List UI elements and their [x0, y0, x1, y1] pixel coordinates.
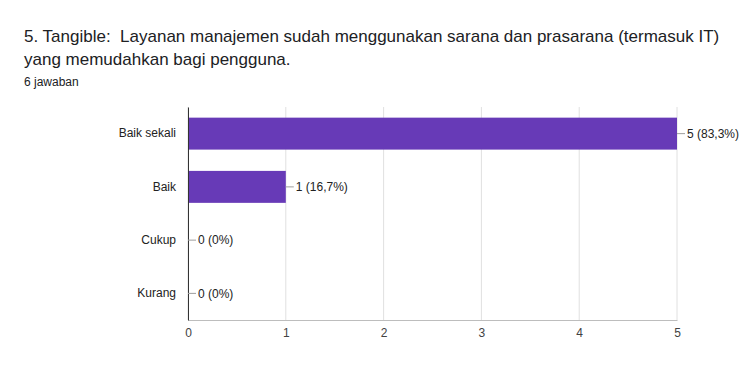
y-tick-label: Baik sekali — [119, 126, 176, 140]
x-tick: 2 — [381, 320, 388, 340]
x-tick: 4 — [576, 320, 583, 340]
grid — [188, 107, 677, 320]
y-tick: Cukup — [141, 233, 188, 247]
bar — [188, 171, 286, 203]
data-label-leader — [286, 186, 294, 187]
grid-line — [188, 107, 189, 320]
y-tick-label: Kurang — [137, 286, 176, 300]
x-tick-label: 5 — [674, 326, 681, 340]
y-tick-label: Baik — [153, 180, 177, 194]
x-tick-label: 4 — [576, 326, 583, 340]
y-tick: Baik sekali — [119, 126, 188, 140]
x-tick: 0 — [185, 320, 192, 340]
data-label-leader — [677, 133, 685, 134]
data-label: 0 (0%) — [198, 233, 233, 247]
y-tick: Kurang — [137, 286, 188, 300]
data-label: 5 (83,3%) — [687, 127, 739, 141]
data-label: 1 (16,7%) — [296, 180, 348, 194]
x-tick-label: 0 — [185, 326, 192, 340]
y-axis: Baik sekali Baik Cukup Kurang — [119, 108, 189, 321]
plot: 0 1 2 3 4 5 Baik sekali Baik Cukup Kurang 5 (83,3%… — [119, 107, 739, 340]
title-line: yang memudahkan bagi pengguna. — [24, 50, 291, 69]
title: 5. Tangible: Layanan manajemen sudah men… — [24, 27, 719, 69]
data-label-leader — [188, 293, 196, 294]
subtitle: 6 jawaban — [24, 75, 79, 89]
x-tick-label: 3 — [479, 326, 486, 340]
y-tick: Baik — [153, 180, 188, 194]
x-tick-label: 2 — [381, 326, 388, 340]
data-label: 0 (0%) — [198, 287, 233, 301]
title-line: 5. Tangible: Layanan manajemen sudah men… — [24, 27, 719, 46]
x-axis-line — [189, 320, 678, 321]
data-label-leader — [188, 240, 196, 241]
chart: 5. Tangible: Layanan manajemen sudah men… — [0, 0, 753, 382]
y-tick-label: Cukup — [141, 233, 176, 247]
bar — [188, 118, 677, 150]
x-tick: 1 — [283, 320, 290, 340]
x-tick: 5 — [674, 320, 681, 340]
x-tick: 3 — [479, 320, 486, 340]
x-tick-label: 1 — [283, 326, 290, 340]
x-axis: 0 1 2 3 4 5 — [185, 320, 681, 340]
bars — [188, 118, 677, 203]
data-labels: 5 (83,3%) 1 (16,7%) 0 (0%) 0 (0%) — [188, 127, 739, 301]
y-axis-line — [188, 108, 189, 321]
